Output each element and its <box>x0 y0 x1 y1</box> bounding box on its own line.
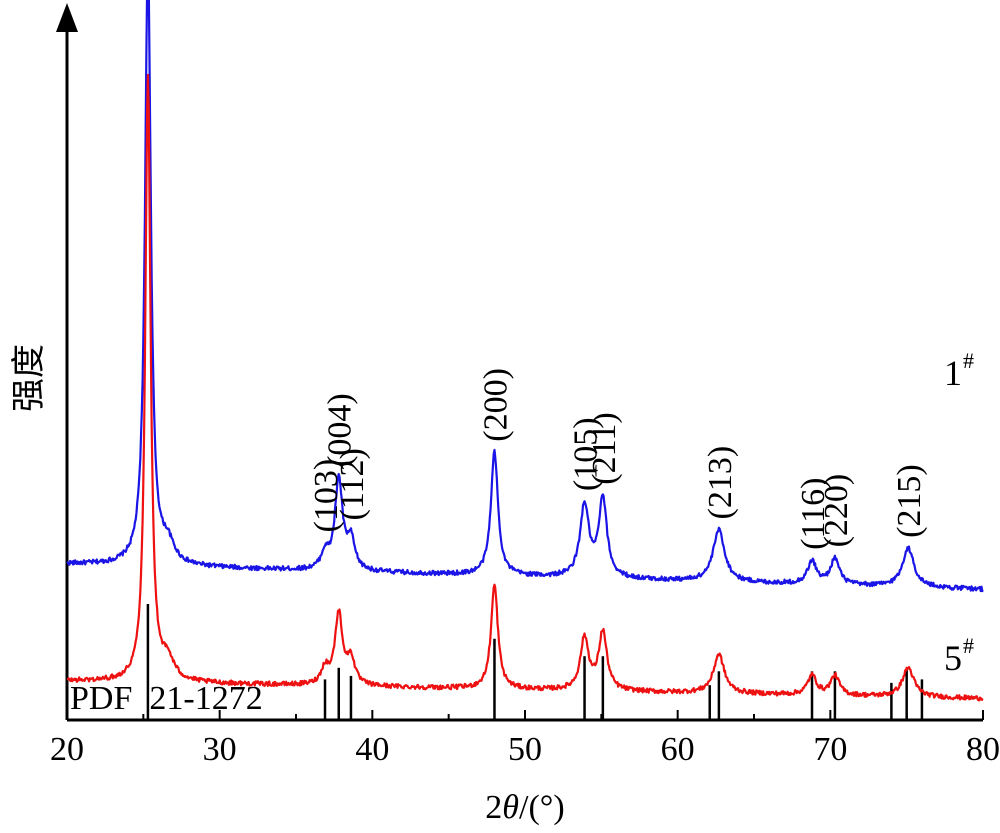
peak-annotations: (101)(103)(004)(112)(200)(105)(211)(213)… <box>308 368 928 550</box>
svg-text:#: # <box>963 633 974 658</box>
x-tick-label: 30 <box>203 731 237 768</box>
series-label-5-sup: # <box>963 633 974 658</box>
x-axis-label: 2θ/(°) <box>485 789 564 826</box>
reference-label: PDF 21-1272 <box>70 680 263 717</box>
peak-label: (112) <box>334 448 371 520</box>
x-tick-label: 80 <box>966 731 1000 768</box>
peak-label: (220) <box>818 474 855 548</box>
peak-label: (103) <box>308 459 345 533</box>
series <box>66 0 984 702</box>
series-label-1-sup: # <box>963 348 974 373</box>
series-label-1: 1 # <box>944 348 974 393</box>
peak-label: (200) <box>478 368 515 442</box>
series-label-5-main: 5 <box>944 638 962 678</box>
x-tick-label: 60 <box>661 731 695 768</box>
svg-text:#: # <box>963 348 974 373</box>
svg-text:5: 5 <box>944 638 962 678</box>
x-ticks: 20 30 40 50 60 70 80 <box>50 710 1000 768</box>
peak-label: (116) <box>795 478 832 550</box>
y-axis-label: 强度 <box>9 344 49 412</box>
series-label-5: 5 # <box>944 633 974 678</box>
series-line-1 <box>66 0 984 593</box>
reference-pattern <box>146 604 924 720</box>
peak-label: (211) <box>586 412 623 484</box>
x-tick-label: 70 <box>813 731 847 768</box>
peak-label: (004) <box>322 393 359 467</box>
series-label-1-main: 1 <box>944 353 962 393</box>
peak-label: (215) <box>891 464 928 538</box>
peak-label: (105) <box>568 417 605 491</box>
svg-text:1: 1 <box>944 353 962 393</box>
series-line-5 <box>66 73 984 702</box>
axes <box>56 3 983 722</box>
x-tick-label: 50 <box>508 731 542 768</box>
y-axis-arrow-icon <box>56 3 78 32</box>
peak-label: (213) <box>702 446 739 520</box>
x-tick-label: 20 <box>50 731 84 768</box>
x-tick-label: 40 <box>355 731 389 768</box>
